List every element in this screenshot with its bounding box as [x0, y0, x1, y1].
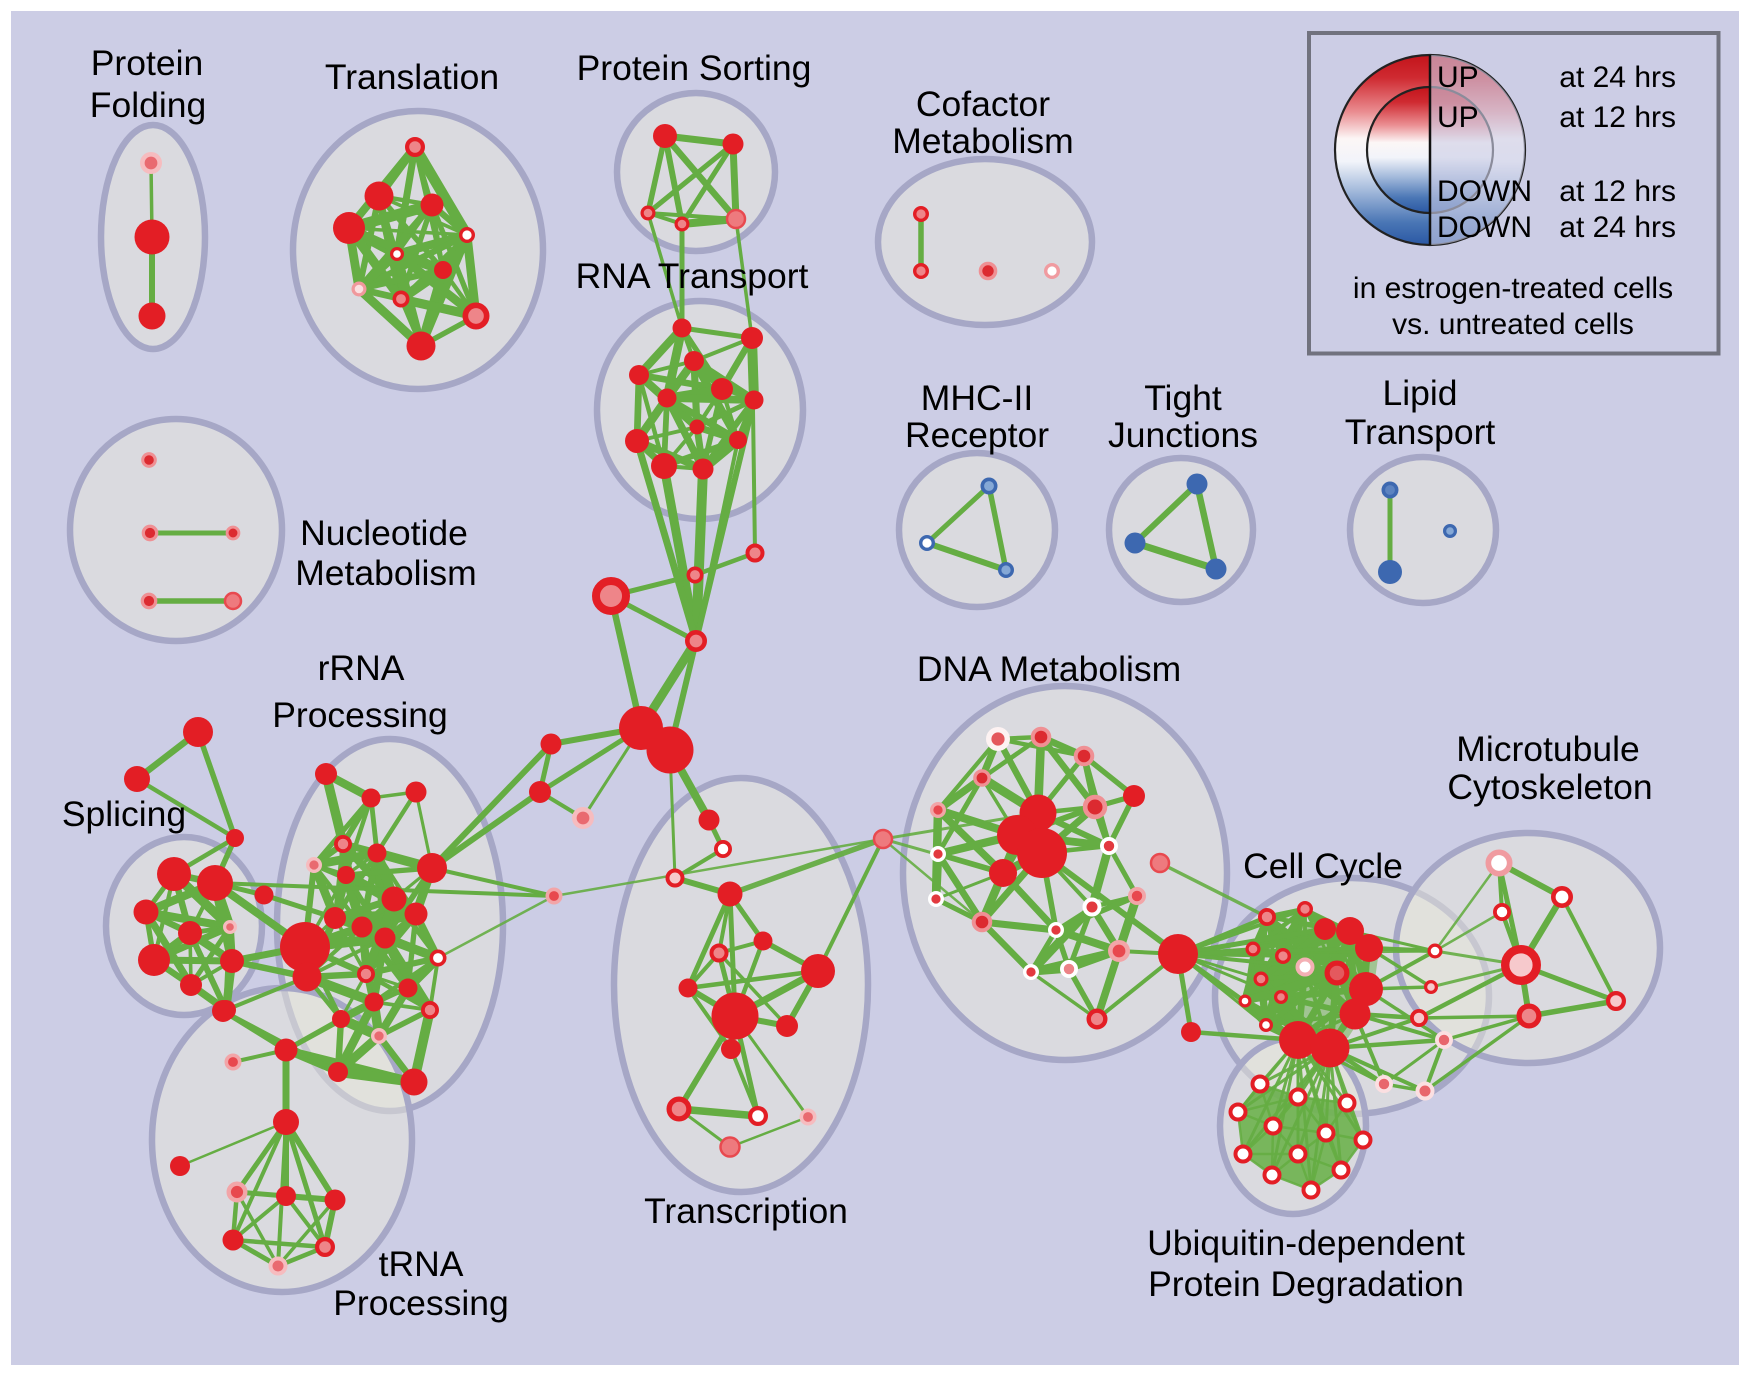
svg-text:Receptor: Receptor — [905, 415, 1049, 455]
svg-text:DOWN: DOWN — [1437, 175, 1532, 208]
svg-text:at 24 hrs: at 24 hrs — [1559, 211, 1676, 244]
svg-text:at 12 hrs: at 12 hrs — [1559, 101, 1676, 134]
svg-text:Lipid: Lipid — [1382, 373, 1457, 413]
svg-text:Ubiquitin-dependent: Ubiquitin-dependent — [1147, 1223, 1465, 1263]
svg-text:Protein Degradation: Protein Degradation — [1148, 1264, 1464, 1304]
svg-text:Cofactor: Cofactor — [916, 84, 1050, 124]
svg-text:Protein Sorting: Protein Sorting — [577, 48, 812, 88]
svg-text:UP: UP — [1437, 101, 1479, 134]
svg-text:Cytoskeleton: Cytoskeleton — [1447, 767, 1652, 807]
svg-text:in estrogen-treated cells: in estrogen-treated cells — [1353, 272, 1673, 305]
svg-text:Transport: Transport — [1345, 412, 1496, 452]
svg-text:Junctions: Junctions — [1108, 415, 1258, 455]
svg-text:Nucleotide: Nucleotide — [300, 513, 468, 553]
svg-text:vs. untreated cells: vs. untreated cells — [1392, 308, 1634, 341]
svg-text:DNA Metabolism: DNA Metabolism — [917, 649, 1181, 689]
svg-text:Processing: Processing — [333, 1283, 509, 1323]
svg-text:DOWN: DOWN — [1437, 211, 1532, 244]
svg-text:Translation: Translation — [325, 57, 499, 97]
svg-text:Metabolism: Metabolism — [295, 553, 477, 593]
svg-text:Cell Cycle: Cell Cycle — [1243, 846, 1403, 886]
svg-text:RNA Transport: RNA Transport — [576, 256, 809, 296]
svg-text:tRNA: tRNA — [379, 1244, 464, 1284]
svg-text:Transcription: Transcription — [644, 1191, 848, 1231]
svg-text:at 24 hrs: at 24 hrs — [1559, 61, 1676, 94]
svg-text:Processing: Processing — [272, 695, 448, 735]
svg-text:Metabolism: Metabolism — [892, 121, 1074, 161]
svg-text:at 12 hrs: at 12 hrs — [1559, 175, 1676, 208]
svg-text:Folding: Folding — [90, 85, 206, 125]
svg-text:UP: UP — [1437, 61, 1479, 94]
svg-text:Tight: Tight — [1144, 378, 1222, 418]
svg-text:Splicing: Splicing — [62, 794, 186, 834]
svg-text:rRNA: rRNA — [318, 648, 405, 688]
svg-text:MHC-II: MHC-II — [921, 378, 1033, 418]
svg-text:Microtubule: Microtubule — [1456, 729, 1640, 769]
svg-text:Protein: Protein — [91, 43, 203, 83]
